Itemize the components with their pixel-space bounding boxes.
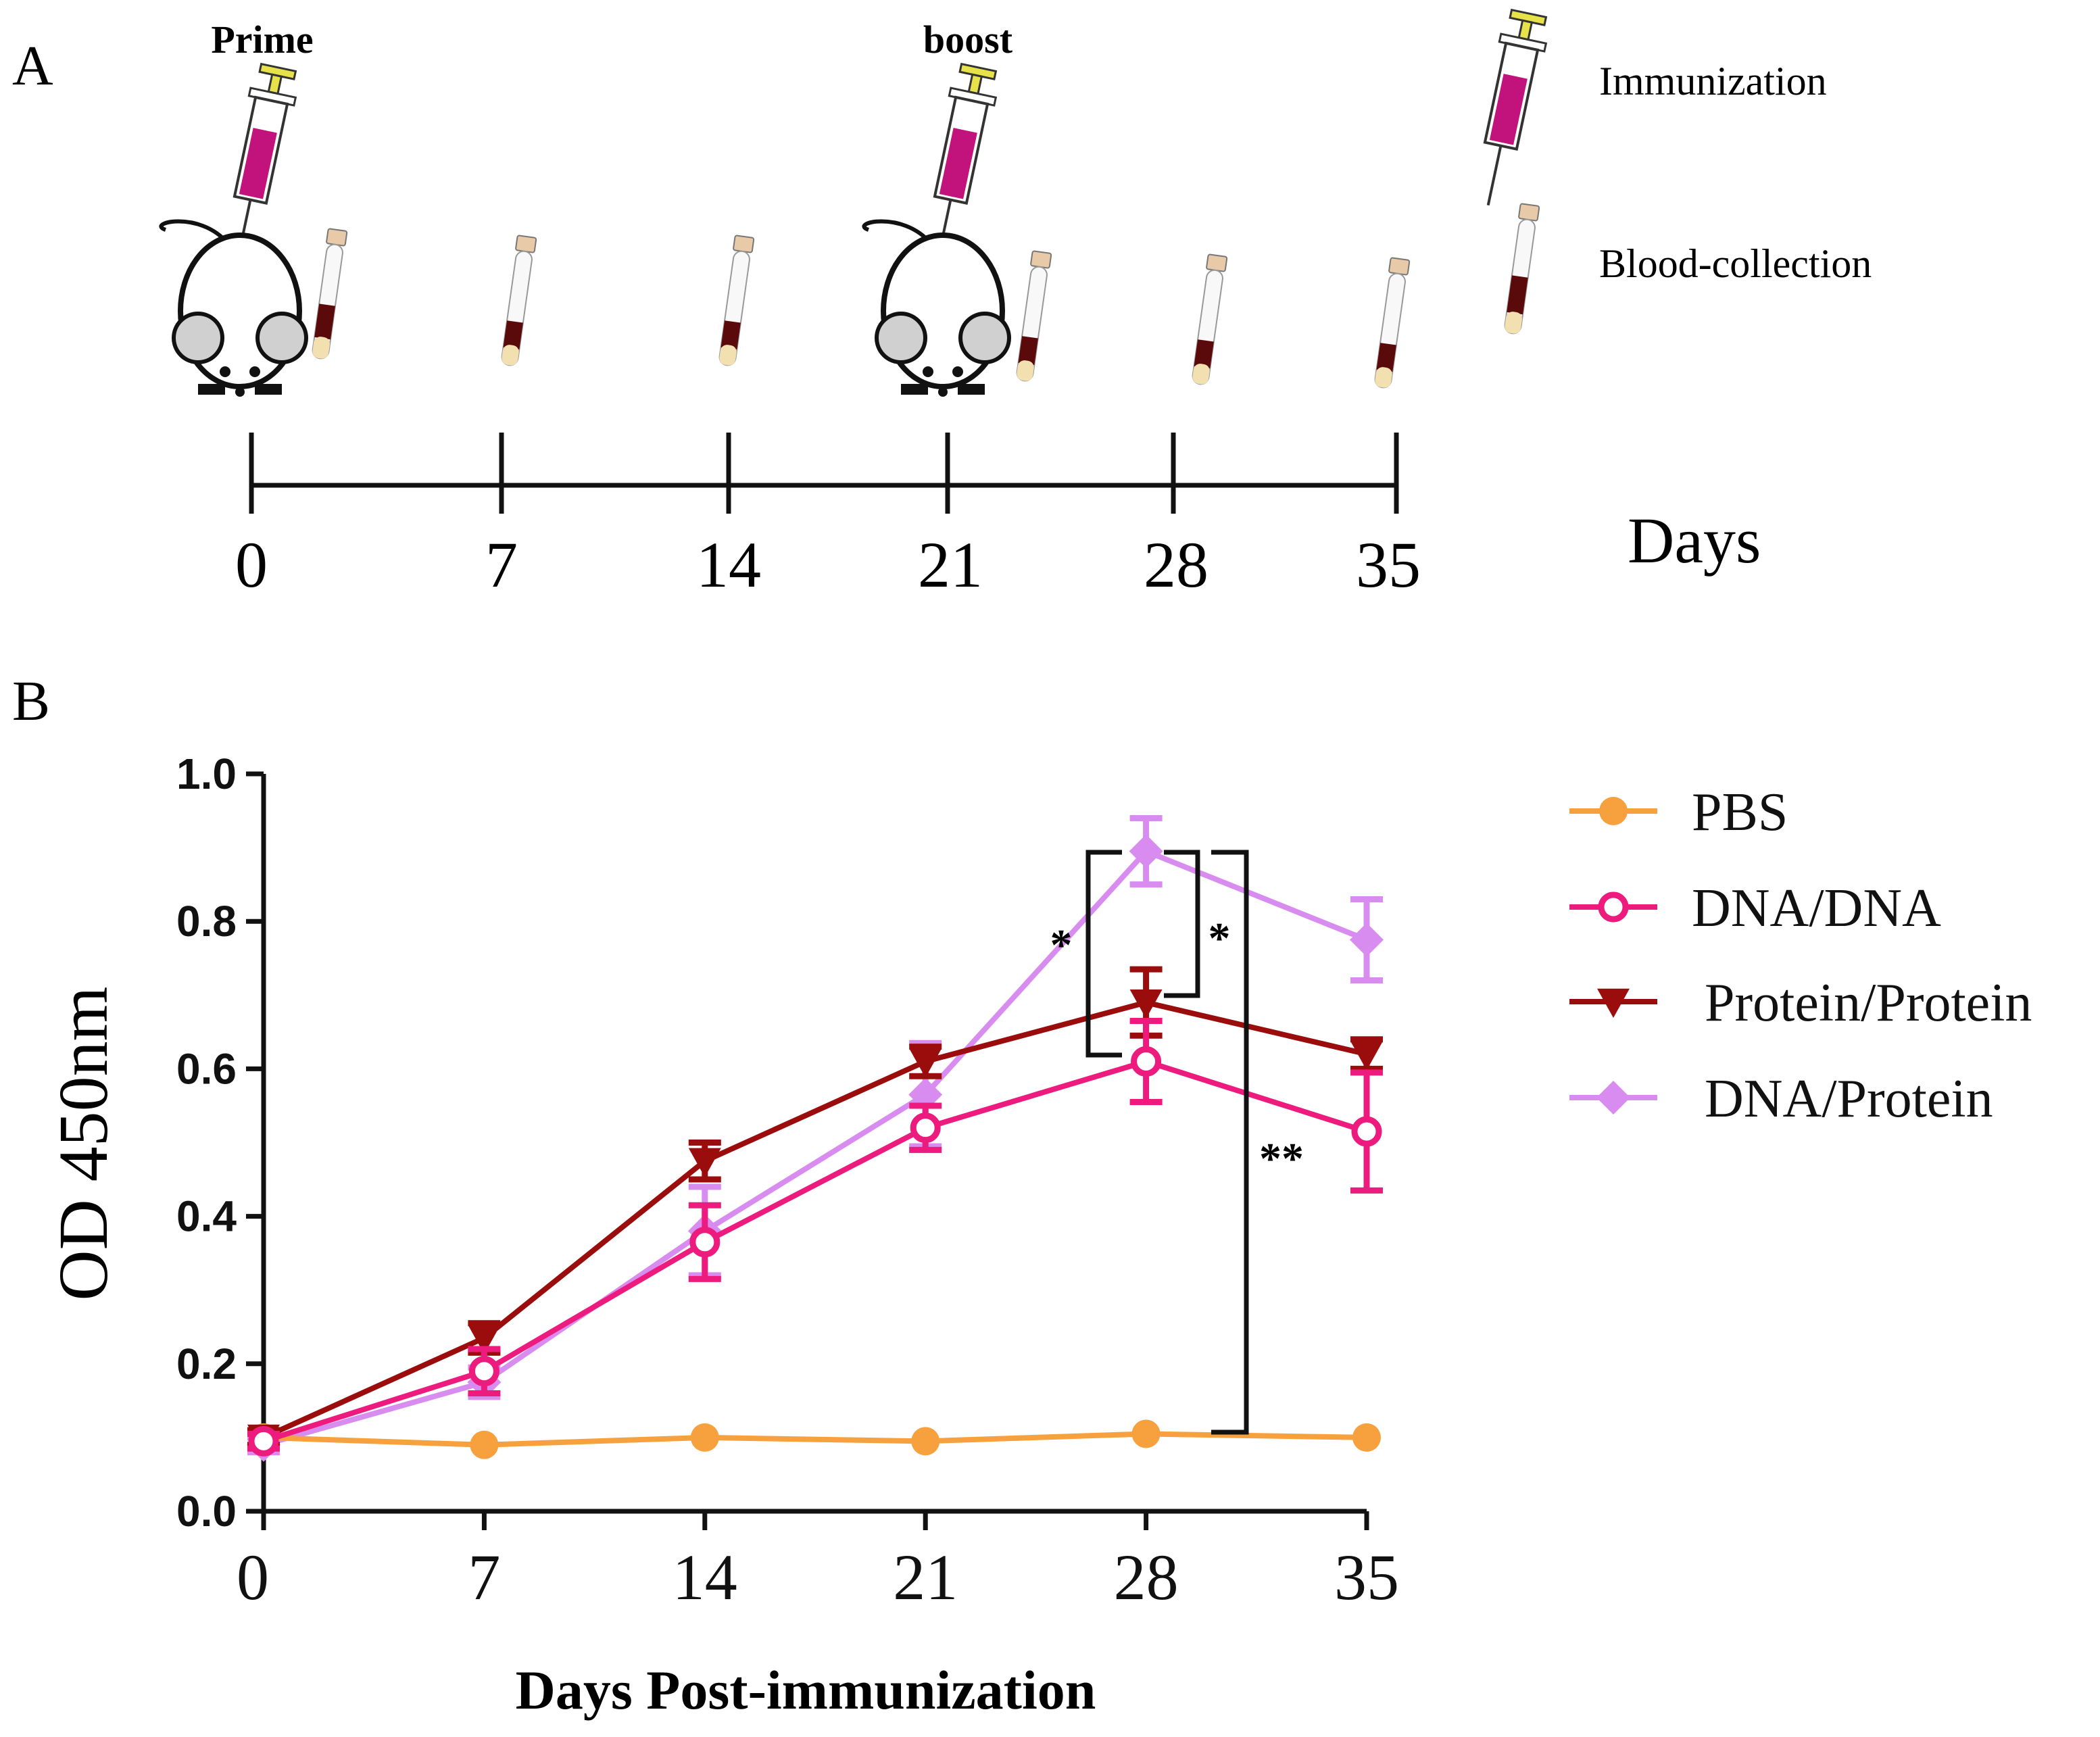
data-point xyxy=(1352,1423,1381,1452)
blood-tube-icon-day-28 xyxy=(1192,253,1228,385)
data-point xyxy=(1351,1116,1382,1147)
bracket-right xyxy=(1164,850,1200,998)
panel-a: A Prime boost xyxy=(12,8,1872,601)
blood-tube-icon-day-21 xyxy=(1016,250,1052,382)
series-layer xyxy=(247,814,1384,1462)
syringe-icon-boost xyxy=(933,62,998,260)
x-tick-label: 21 xyxy=(893,1541,958,1613)
y-axis-title: OD 450nm xyxy=(45,986,122,1300)
legend-item: DNA/DNA xyxy=(1569,879,1941,938)
y-tick-label: 1.0 xyxy=(176,750,237,798)
data-point xyxy=(910,1112,941,1144)
y-tick-label: 0.6 xyxy=(176,1044,237,1093)
panel-a-label: A xyxy=(12,34,53,97)
series-pbs xyxy=(249,1419,1381,1459)
data-point xyxy=(1131,1046,1162,1077)
boost-label: boost xyxy=(923,18,1013,62)
y-tick-label: 0.2 xyxy=(176,1340,237,1388)
panel-b-label: B xyxy=(12,670,50,733)
legend-marker xyxy=(1599,797,1628,825)
legend-blood-collection-label: Blood-collection xyxy=(1599,241,1872,286)
y-tick-label: 0.4 xyxy=(176,1192,237,1241)
x-tick-label: 0 xyxy=(237,1541,269,1613)
y-tick-label: 0.0 xyxy=(176,1487,237,1536)
syringe-icon-prime xyxy=(233,62,297,260)
prime-label: Prime xyxy=(211,18,313,62)
y-axis-ticks: 0.0 0.2 0.4 0.6 0.8 1.0 xyxy=(176,750,264,1536)
data-point xyxy=(1131,1419,1161,1448)
series-protein-protein xyxy=(247,966,1383,1454)
timeline-day-label: 14 xyxy=(696,529,761,601)
legend-immunization-label: Immunization xyxy=(1599,59,1827,103)
data-point xyxy=(468,1356,499,1387)
significance-star-left: * xyxy=(1050,921,1073,970)
mouse-icon-boost xyxy=(862,219,1011,397)
data-point xyxy=(1350,923,1384,957)
timeline-day-label: 7 xyxy=(485,529,518,601)
days-label: Days xyxy=(1628,504,1761,577)
bracket-large xyxy=(1211,850,1249,1435)
line-chart: 0.0 0.2 0.4 0.6 0.8 1.0 0 7 14 21 28 35 OD 450nm D… xyxy=(45,750,2032,1721)
data-point xyxy=(909,1048,942,1078)
data-point xyxy=(470,1430,499,1459)
legend-label: DNA/Protein xyxy=(1705,1069,1993,1129)
series-dna-dna xyxy=(247,1017,1383,1457)
x-tick-label: 35 xyxy=(1334,1541,1399,1613)
timeline-day-label: 21 xyxy=(918,529,983,601)
panel-b: B 0.0 0.2 0.4 0.6 0.8 1.0 0 7 14 21 28 35 OD 450nm… xyxy=(12,670,2032,1721)
data-point xyxy=(690,1423,719,1452)
bracket-left xyxy=(1085,850,1122,1058)
series-line xyxy=(262,848,1368,1448)
blood-tube-icon-day-14 xyxy=(718,235,755,366)
data-point xyxy=(468,1325,501,1354)
significance-brackets xyxy=(1085,850,1249,1435)
legend-item: Protein/Protein xyxy=(1569,973,2032,1033)
x-tick-label: 7 xyxy=(468,1541,500,1613)
series-line xyxy=(262,1000,1367,1440)
chart-legend: PBS DNA/DNA Protein/Protein DNA/Protein xyxy=(1569,783,2032,1129)
legend-item: DNA/Protein xyxy=(1569,1069,1993,1129)
legend-marker xyxy=(1598,891,1629,923)
legend-label: PBS xyxy=(1692,783,1788,842)
syringe-icon-legend xyxy=(1483,8,1548,206)
mouse-icon-prime xyxy=(159,219,308,397)
data-point xyxy=(1129,834,1163,868)
legend-item: PBS xyxy=(1569,783,1788,842)
blood-tube-icon-day-7 xyxy=(501,235,537,366)
x-tick-label: 28 xyxy=(1114,1541,1179,1613)
significance-double-star: ** xyxy=(1259,1134,1304,1183)
series-line xyxy=(263,1431,1367,1448)
data-point xyxy=(688,1148,721,1177)
data-point xyxy=(248,1425,279,1457)
legend-marker xyxy=(1597,988,1630,1018)
timeline-day-label: 35 xyxy=(1356,529,1421,601)
blood-tube-icon-legend xyxy=(1504,203,1540,335)
legend-marker xyxy=(1596,1081,1630,1115)
series-line xyxy=(262,1058,1368,1444)
x-axis-title: Days Post-immunization xyxy=(516,1659,1096,1721)
legend-label: Protein/Protein xyxy=(1705,973,2032,1033)
x-tick-label: 14 xyxy=(673,1541,737,1613)
significance-star-right: * xyxy=(1208,914,1231,963)
data-point xyxy=(1129,989,1163,1019)
data-point xyxy=(689,1227,721,1258)
timeline-day-label: 0 xyxy=(235,529,268,601)
blood-tube-icon-day-35 xyxy=(1374,257,1411,389)
data-point xyxy=(1350,1041,1383,1071)
x-axis-ticks: 0 7 14 21 28 35 xyxy=(237,1511,1399,1613)
blood-tube-icon-day-0 xyxy=(312,228,348,360)
data-point xyxy=(911,1427,940,1456)
timeline xyxy=(249,433,1399,514)
y-tick-label: 0.8 xyxy=(176,897,237,946)
timeline-day-label: 28 xyxy=(1144,529,1208,601)
legend-label: DNA/DNA xyxy=(1692,879,1941,938)
